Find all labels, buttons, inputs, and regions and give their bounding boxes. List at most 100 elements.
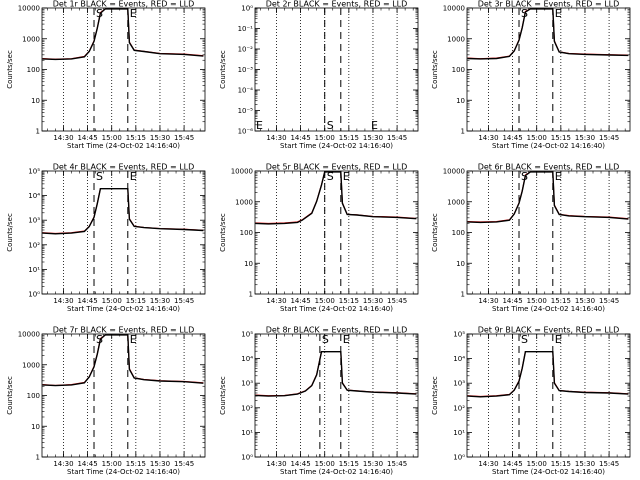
plot-frame xyxy=(41,7,206,132)
panel-title: Det 5r BLACK = Events, RED = LLD xyxy=(266,163,408,172)
panel-title: Det 3r BLACK = Events, RED = LLD xyxy=(478,0,620,9)
events-series-line xyxy=(42,334,204,387)
y-axis-label: Counts/sec xyxy=(6,50,14,89)
y-tick-label: 10 xyxy=(244,260,253,268)
events-series-line xyxy=(42,187,204,235)
x-tick-label: 15:45 xyxy=(599,460,619,468)
y-axis-label: Counts/sec xyxy=(6,376,14,415)
x-tick-label: 15:15 xyxy=(339,134,359,142)
x-tick-label: 15:00 xyxy=(315,134,335,142)
end-marker: E xyxy=(371,119,378,132)
lld-series-line xyxy=(42,8,204,60)
x-tick-label: 15:45 xyxy=(599,134,619,142)
y-tick-label: 10⁵ xyxy=(28,168,40,176)
x-tick-label: 15:00 xyxy=(102,134,122,142)
y-tick-label: 10⁵ xyxy=(453,331,465,339)
y-tick-label: 10 xyxy=(456,260,465,268)
x-tick-label: 15:45 xyxy=(387,460,407,468)
x-tick-label: 14:45 xyxy=(502,460,522,468)
y-tick-label: 10⁵ xyxy=(241,331,253,339)
x-tick-label: 14:45 xyxy=(502,134,522,142)
x-axis-label: Start Time (24-Oct-02 14:16:40) xyxy=(67,142,180,150)
x-tick-label: 14:30 xyxy=(478,460,498,468)
y-tick-label: 1000 xyxy=(22,361,40,369)
x-tick-label: 14:45 xyxy=(290,297,310,305)
y-tick-label: 10¹ xyxy=(241,429,253,437)
x-tick-label: 15:00 xyxy=(102,297,122,305)
y-tick-label: 1 xyxy=(36,128,40,136)
x-tick-label: 15:30 xyxy=(363,460,383,468)
x-tick-label: 15:30 xyxy=(150,460,170,468)
x-axis-label: Start Time (24-Oct-02 14:16:40) xyxy=(67,468,180,476)
y-tick-label: 10⁴ xyxy=(453,355,465,363)
y-tick-label: 100 xyxy=(240,229,253,237)
x-tick-label: 14:30 xyxy=(478,134,498,142)
x-axis-label: Start Time (24-Oct-02 14:16:40) xyxy=(280,142,393,150)
end-marker: E xyxy=(130,170,137,183)
start-marker: S xyxy=(521,7,528,20)
lld-series-line xyxy=(467,350,629,397)
y-tick-label: 100 xyxy=(452,66,465,74)
panel-title: Det 6r BLACK = Events, RED = LLD xyxy=(478,163,620,172)
x-tick-label: 15:30 xyxy=(575,134,595,142)
y-tick-label: 10⁻¹ xyxy=(238,25,254,33)
x-tick-label: 14:45 xyxy=(77,460,97,468)
y-tick-label: 1000 xyxy=(235,198,253,206)
y-tick-label: 10⁴ xyxy=(28,192,40,200)
y-tick-label: 100 xyxy=(452,229,465,237)
y-tick-label: 10⁻² xyxy=(238,46,254,54)
start-marker: S xyxy=(327,119,334,132)
y-tick-label: 10³ xyxy=(28,217,40,225)
x-tick-label: 15:30 xyxy=(363,134,383,142)
y-tick-label: 10000 xyxy=(443,168,465,176)
start-marker: S xyxy=(327,170,334,183)
end-marker: E xyxy=(130,7,137,20)
y-tick-label: 100 xyxy=(27,66,40,74)
x-tick-label: 15:00 xyxy=(527,460,547,468)
x-tick-label: 15:15 xyxy=(126,297,146,305)
y-tick-label: 10⁻³ xyxy=(238,66,254,74)
y-tick-label: 100 xyxy=(27,392,40,400)
end-marker: E xyxy=(130,333,137,346)
events-series-line xyxy=(467,8,629,60)
y-tick-label: 1000 xyxy=(447,35,465,43)
lld-series-line xyxy=(255,350,417,397)
x-tick-label: 14:45 xyxy=(77,297,97,305)
x-tick-label: 14:45 xyxy=(290,134,310,142)
lld-series-line xyxy=(42,334,204,386)
panel-title: Det 1r BLACK = Events, RED = LLD xyxy=(53,0,195,9)
x-axis-label: Start Time (24-Oct-02 14:16:40) xyxy=(280,305,393,313)
y-tick-label: 10⁻⁵ xyxy=(238,107,254,115)
events-series-line xyxy=(255,351,417,397)
events-series-line xyxy=(42,8,204,61)
panel-title: Det 9r BLACK = Events, RED = LLD xyxy=(478,326,620,335)
x-tick-label: 15:00 xyxy=(527,134,547,142)
y-tick-label: 10000 xyxy=(231,168,253,176)
lld-series-line xyxy=(467,171,629,223)
x-axis-label: Start Time (24-Oct-02 14:16:40) xyxy=(67,305,180,313)
y-axis-label: Counts/sec xyxy=(219,376,227,415)
y-tick-label: 10² xyxy=(241,404,253,412)
events-series-line xyxy=(255,171,417,225)
x-tick-label: 15:30 xyxy=(575,297,595,305)
x-tick-label: 15:45 xyxy=(387,297,407,305)
events-series-line xyxy=(467,351,629,398)
y-tick-label: 10 xyxy=(31,97,40,105)
x-tick-label: 14:30 xyxy=(53,297,73,305)
y-tick-label: 1 xyxy=(249,291,253,299)
end-marker: E xyxy=(343,170,350,183)
events-series-line xyxy=(467,171,629,224)
start-marker: S xyxy=(96,7,103,20)
y-tick-label: 10⁻⁴ xyxy=(238,87,254,95)
x-axis-label: Start Time (24-Oct-02 14:16:40) xyxy=(492,468,605,476)
x-axis-label: Start Time (24-Oct-02 14:16:40) xyxy=(492,305,605,313)
plot-frame xyxy=(466,170,631,295)
y-axis-label: Counts/sec xyxy=(431,376,439,415)
x-tick-label: 15:45 xyxy=(599,297,619,305)
y-tick-label: 10000 xyxy=(18,5,40,13)
y-tick-label: 10⁴ xyxy=(241,355,253,363)
